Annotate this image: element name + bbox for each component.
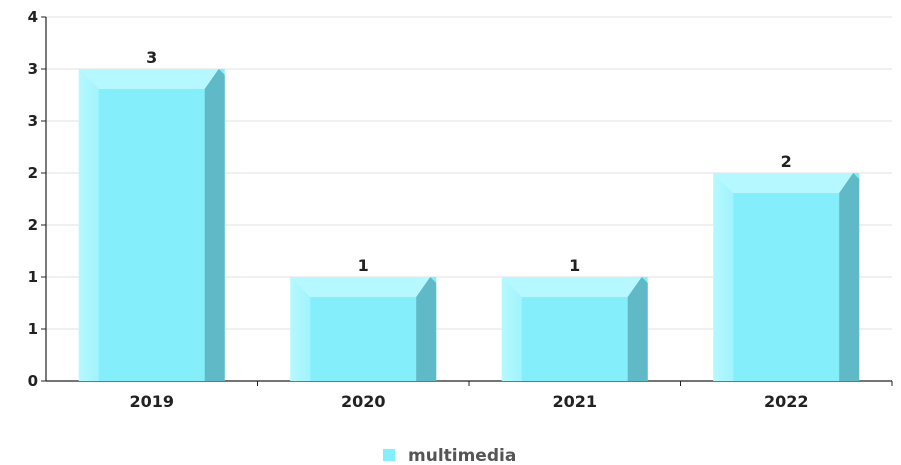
y-tick-label: 0	[28, 372, 38, 390]
bar-body	[713, 173, 860, 381]
data-label: 3	[146, 48, 157, 67]
bar-2019[interactable]	[78, 69, 225, 381]
legend-swatch	[383, 449, 395, 461]
bar-side-shade	[416, 277, 437, 381]
bar-side-shade	[627, 277, 648, 381]
bar-top-bevel	[78, 69, 219, 89]
bar-highlight	[501, 279, 522, 381]
x-tick-label: 2021	[552, 392, 597, 411]
bar-top-bevel	[290, 277, 431, 297]
bar-highlight	[290, 279, 311, 381]
bar-2021[interactable]	[501, 277, 648, 381]
bar-side-shade	[204, 69, 225, 381]
x-tick-label: 2020	[341, 392, 386, 411]
y-tick-label: 2	[28, 216, 38, 234]
y-tick-label: 1	[28, 320, 38, 338]
y-tick-label: 3	[28, 112, 38, 130]
y-tick-label: 2	[28, 164, 38, 182]
bar-2022[interactable]	[713, 173, 860, 381]
bar-top-bevel	[501, 277, 642, 297]
bar-top-bevel	[713, 173, 854, 193]
legend: multimedia	[383, 446, 516, 465]
data-label: 1	[358, 256, 369, 275]
bar-2020[interactable]	[290, 277, 437, 381]
x-tick-label: 2022	[764, 392, 809, 411]
bar-side-shade	[839, 173, 860, 381]
bar-highlight	[78, 71, 99, 381]
y-tick-label: 4	[28, 8, 38, 26]
data-label: 1	[569, 256, 580, 275]
y-tick-label: 3	[28, 60, 38, 78]
data-label: 2	[781, 152, 792, 171]
x-tick-label: 2019	[129, 392, 174, 411]
bar-highlight	[713, 175, 734, 381]
bar-body	[78, 69, 225, 381]
y-tick-label: 1	[28, 268, 38, 286]
legend-label: multimedia	[408, 446, 516, 465]
